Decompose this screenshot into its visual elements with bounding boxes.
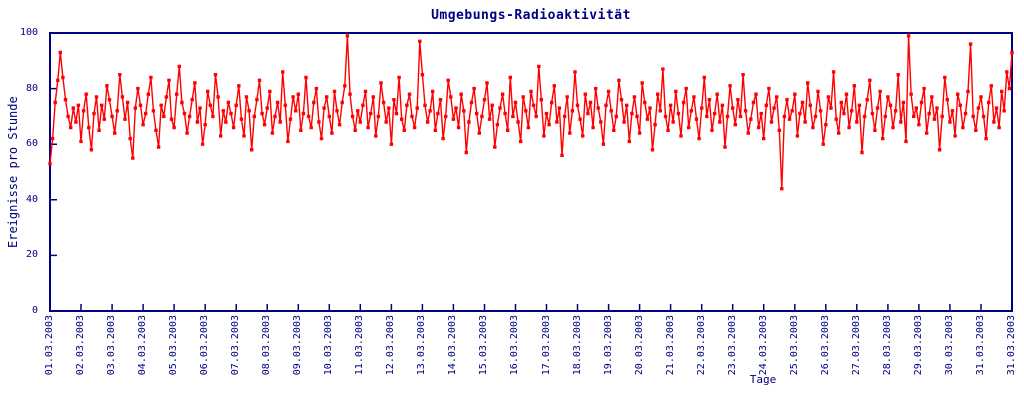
x-tick-label: 31.03.2003 — [974, 315, 986, 376]
x-tick-label: 16.03.2003 — [509, 315, 521, 376]
x-tick-label: 29.03.2003 — [912, 315, 924, 376]
x-tick-label: 18.03.2003 — [571, 315, 583, 376]
y-tick-marks — [51, 32, 57, 312]
x-tick-label: 09.03.2003 — [292, 315, 304, 376]
x-tick-label: 13.03.2003 — [416, 315, 428, 376]
x-tick-label: 01.03.2003 — [44, 315, 55, 376]
x-tick-label: 05.03.2003 — [168, 315, 180, 376]
x-tick-label: 15.03.2003 — [478, 315, 490, 376]
x-tick-label: 10.03.2003 — [323, 315, 335, 376]
y-tick-label: 60 — [25, 138, 38, 150]
x-tick-label: 28.03.2003 — [881, 315, 893, 376]
x-tick-label: 25.03.2003 — [788, 315, 800, 376]
x-tick-label: 21.03.2003 — [664, 315, 676, 376]
series-line — [49, 35, 1013, 189]
x-tick-label: 11.03.2003 — [354, 315, 366, 376]
x-tick-label: 24.03.2003 — [757, 315, 769, 376]
x-tick-label: 23.03.2003 — [726, 315, 738, 376]
x-tick-label: 08.03.2003 — [261, 315, 273, 376]
x-tick-label: 31.03.2003 — [1006, 315, 1017, 376]
x-tick-label: 26.03.2003 — [819, 315, 831, 376]
x-tick-label: 17.03.2003 — [540, 315, 552, 376]
x-tick-label: 14.03.2003 — [447, 315, 459, 376]
x-tick-label: 06.03.2003 — [199, 315, 211, 376]
y-tick-label: 100 — [19, 27, 38, 38]
y-tick-label: 0 — [31, 305, 38, 316]
y-tick-label: 80 — [25, 82, 38, 94]
x-tick-label: 03.03.2003 — [106, 315, 118, 376]
x-tick-label: 27.03.2003 — [850, 315, 862, 376]
x-tick-label: 22.03.2003 — [695, 315, 707, 376]
series-markers — [48, 34, 1014, 191]
x-tick-label: 30.03.2003 — [943, 315, 955, 376]
plot-border — [49, 32, 1013, 312]
x-tick-label: 02.03.2003 — [75, 315, 87, 376]
x-tick-label: 12.03.2003 — [385, 315, 397, 376]
x-tick-marks — [49, 304, 1013, 310]
y-tick-label: 40 — [25, 193, 38, 205]
x-tick-label: 04.03.2003 — [137, 315, 149, 376]
chart-title: Umgebungs-Radioaktivität — [431, 8, 631, 23]
x-tick-label: 20.03.2003 — [633, 315, 645, 376]
x-axis-label: Tage — [749, 373, 777, 386]
x-tick-label: 07.03.2003 — [230, 315, 242, 376]
x-tick-label: 19.03.2003 — [602, 315, 614, 376]
y-tick-label: 20 — [25, 249, 38, 261]
